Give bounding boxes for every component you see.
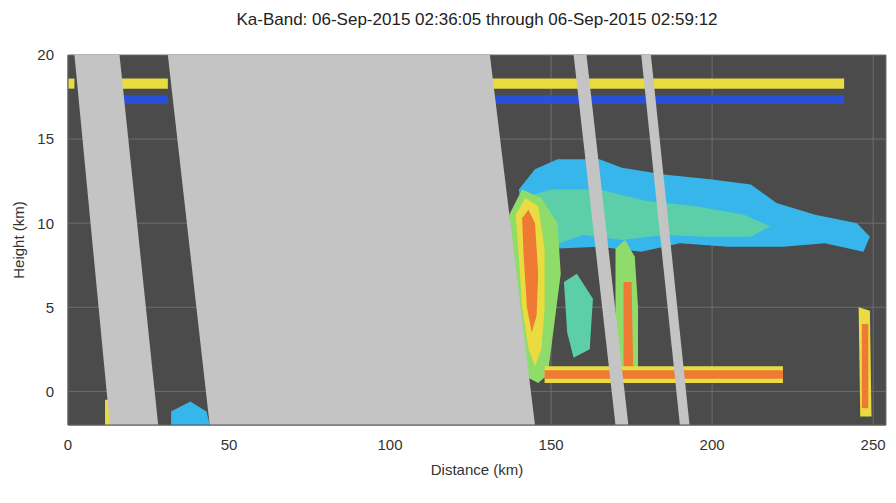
svg-text:250: 250 xyxy=(861,436,886,453)
svg-text:15: 15 xyxy=(37,130,54,147)
svg-text:5: 5 xyxy=(46,299,54,316)
svg-text:100: 100 xyxy=(378,436,403,453)
svg-text:20: 20 xyxy=(37,46,54,63)
svg-text:50: 50 xyxy=(221,436,238,453)
svg-text:0: 0 xyxy=(64,436,72,453)
svg-text:0: 0 xyxy=(46,383,54,400)
html-text:Height (km): Height (km) xyxy=(9,201,27,279)
html-text:Distance (km): Distance (km) xyxy=(430,461,524,478)
svg-text:150: 150 xyxy=(539,436,564,453)
svg-text:200: 200 xyxy=(700,436,725,453)
html-text:Ka-Band: 06-Sep-2015 02:36:05: Ka-Band: 06-Sep-2015 02:36:05 through 06… xyxy=(236,10,718,29)
svg-text:10: 10 xyxy=(37,215,54,232)
